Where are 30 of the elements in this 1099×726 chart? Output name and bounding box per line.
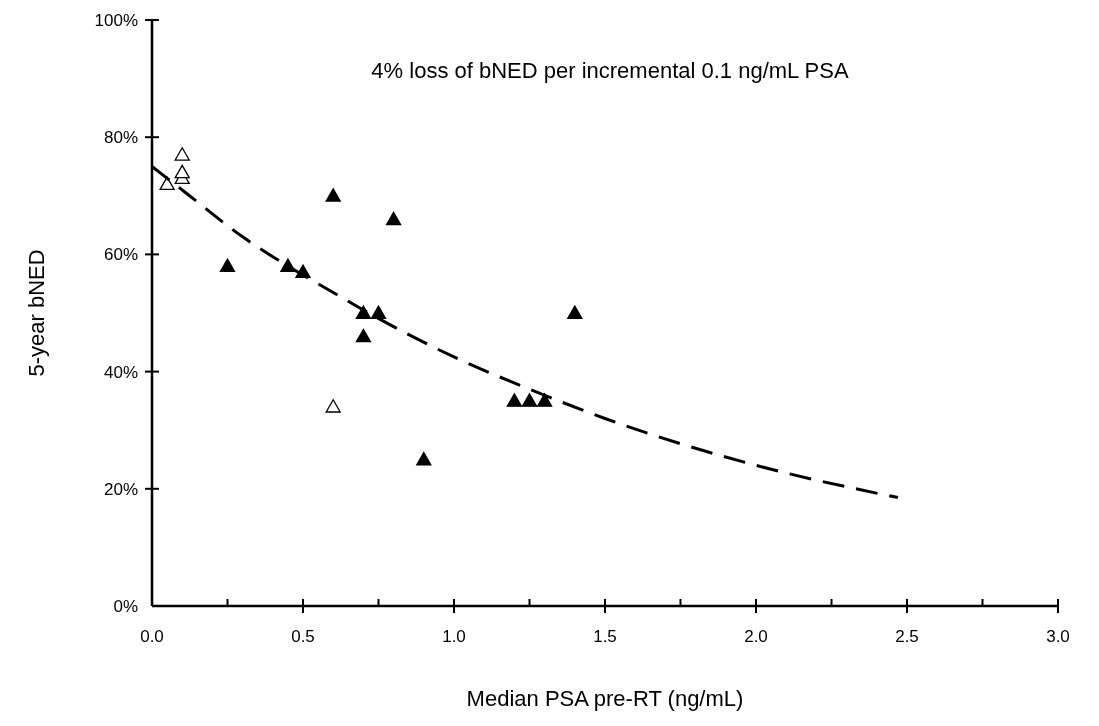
- y-axis-title: 5-year bNED: [24, 249, 49, 377]
- x-tick-label: 2.0: [744, 627, 768, 646]
- point: [521, 393, 538, 407]
- point: [355, 328, 372, 343]
- x-tick-label: 2.5: [895, 627, 919, 646]
- point: [174, 164, 190, 179]
- point: [506, 393, 523, 407]
- y-tick-label: 80%: [103, 128, 138, 148]
- point: [219, 258, 236, 273]
- x-tick-label: 1.0: [442, 627, 466, 646]
- x-tick-label: 0.5: [291, 627, 315, 646]
- point: [385, 211, 402, 226]
- x-tick-label: 3.0: [1046, 627, 1070, 646]
- point: [536, 393, 553, 407]
- point: [159, 176, 175, 190]
- x-axis-title: Median PSA pre-RT (ng/mL): [466, 686, 744, 711]
- annotation: 4% loss of bNED per incremental 0.1 ng/mL PSA: [371, 58, 849, 83]
- point: [416, 451, 432, 466]
- x-tick-label: 0.0: [140, 627, 164, 646]
- point: [325, 188, 341, 202]
- point: [567, 305, 583, 319]
- y-tick-label: 40%: [103, 362, 138, 382]
- y-tick-label: 60%: [103, 245, 138, 265]
- y-tick-label: 20%: [103, 479, 138, 499]
- point: [174, 147, 190, 161]
- y-tick-label: 0%: [113, 597, 138, 616]
- point: [370, 305, 387, 319]
- y-tick-label: 100%: [94, 11, 138, 30]
- x-tick-label: 1.5: [593, 627, 617, 646]
- point: [325, 399, 341, 413]
